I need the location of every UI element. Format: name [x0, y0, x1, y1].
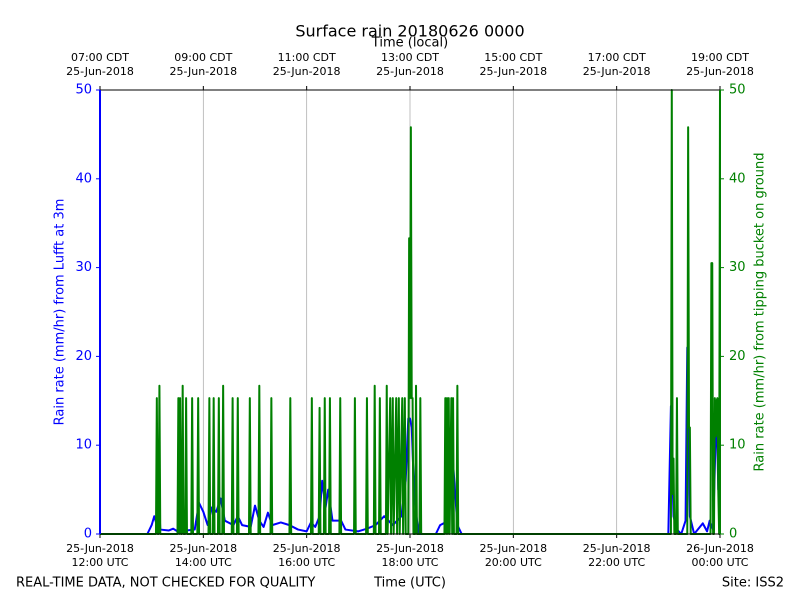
top-axis-label: Time (local): [371, 36, 448, 51]
x-tick-label: 25-Jun-2018 22:00 UTC: [583, 542, 651, 569]
y2-tick-label: 40: [729, 171, 746, 186]
top-tick-label: 17:00 CDT 25-Jun-2018: [583, 51, 651, 78]
top-tick-label: 09:00 CDT 25-Jun-2018: [169, 51, 237, 78]
y2-axis-label: Rain rate (mm/hr) from tipping bucket on…: [753, 153, 768, 472]
x-tick-label: 25-Jun-2018 14:00 UTC: [169, 542, 237, 569]
top-tick-label: 15:00 CDT 25-Jun-2018: [479, 51, 547, 78]
x-tick-label: 25-Jun-2018 18:00 UTC: [376, 542, 444, 569]
footer-note: REAL-TIME DATA, NOT CHECKED FOR QUALITY: [16, 576, 315, 591]
y2-tick-label: 20: [729, 349, 746, 364]
y-tick-label: 40: [75, 171, 92, 186]
x-tick-label: 25-Jun-2018 12:00 UTC: [66, 542, 134, 569]
x-tick-label: 26-Jun-2018 00:00 UTC: [686, 542, 754, 569]
y2-tick-label: 50: [729, 83, 746, 98]
y-tick-label: 10: [75, 438, 92, 453]
top-tick-label: 19:00 CDT 25-Jun-2018: [686, 51, 754, 78]
y-tick-label: 50: [75, 83, 92, 98]
y-tick-label: 20: [75, 349, 92, 364]
x-tick-label: 25-Jun-2018 20:00 UTC: [479, 542, 547, 569]
site-label: Site: ISS2: [722, 576, 784, 591]
y-tick-label: 30: [75, 260, 92, 275]
y-axis-label: Rain rate (mm/hr) from Lufft at 3m: [53, 199, 68, 426]
top-tick-label: 11:00 CDT 25-Jun-2018: [273, 51, 341, 78]
top-tick-label: 13:00 CDT 25-Jun-2018: [376, 51, 444, 78]
x-tick-label: 25-Jun-2018 16:00 UTC: [273, 542, 341, 569]
y2-tick-label: 30: [729, 260, 746, 275]
y-tick-label: 0: [84, 527, 92, 542]
y2-tick-label: 10: [729, 438, 746, 453]
x-axis-label: Time (UTC): [373, 576, 446, 591]
chart-title: Surface rain 20180626 0000: [295, 22, 524, 41]
y2-tick-label: 0: [729, 527, 737, 542]
top-tick-label: 07:00 CDT 25-Jun-2018: [66, 51, 134, 78]
